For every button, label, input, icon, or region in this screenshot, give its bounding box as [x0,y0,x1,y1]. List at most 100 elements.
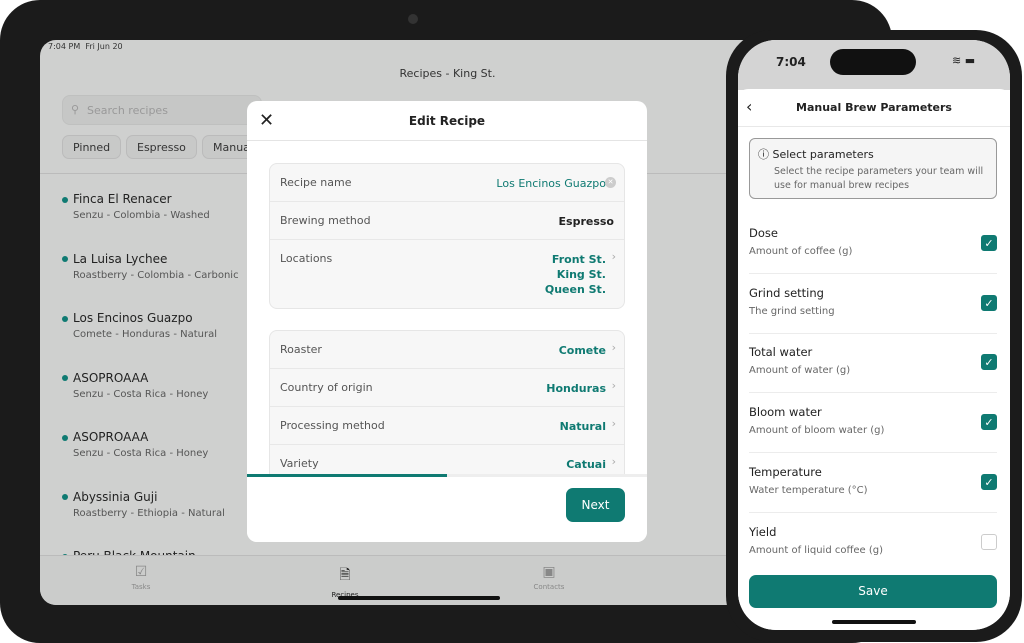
recipe-list-item[interactable]: Abyssinia Guji Roastberry - Ethiopia - Na… [62,490,225,519]
checkbox[interactable]: ✓ [981,235,997,251]
chevron-right-icon: › [611,250,616,263]
checklist-icon: ☑ [134,564,148,580]
contact-card-icon: ▣ [542,564,556,580]
back-chevron-icon[interactable]: ‹ [746,97,753,116]
row-value: Honduras [546,382,606,395]
progress-bar [247,474,447,477]
row-value: Comete [558,344,606,357]
filter-chip-pinned[interactable]: Pinned [62,135,122,159]
parameter-desc: Amount of coffee (g) [749,246,853,257]
recipe-details: Senzu - Costa Rica - Honey [73,388,209,400]
checkbox[interactable]: ✓ [981,414,997,431]
tab-recipes[interactable]: 🗎 Recipes [305,564,385,599]
roaster-row[interactable]: Roaster Comete › [270,331,624,369]
next-button[interactable]: Next [566,488,625,522]
recipe-name: ASOPROAAA [73,370,149,385]
tab-label: Tasks [131,583,151,591]
checkbox[interactable]: ✓ [981,354,997,371]
row-value: Espresso [558,215,614,228]
divider [738,126,1010,127]
checkbox[interactable]: ✓ [981,473,997,490]
info-icon: ⓘ [758,148,769,161]
status-dot [62,256,68,262]
parameter-row[interactable]: Bloom water Amount of bloom water (g) ✓ [749,393,997,454]
row-label: Country of origin [280,381,373,394]
parameter-desc: Amount of water (g) [749,365,851,377]
status-time: 7:04 [776,55,806,69]
chevron-right-icon: › [611,417,616,430]
search-icon: ⚲ [71,103,80,116]
wifi-battery-icon: ≋ ▬ [952,54,976,67]
status-dot [62,196,68,203]
parameter-desc: The grind setting [749,305,835,317]
parameter-desc: Amount of bloom water (g) [749,425,885,437]
status-bar: 7:04 PM Fri Jun 20 [48,42,123,51]
checkbox[interactable]: ✓ [981,294,997,311]
recipe-name: Los Encinos Guazpo [73,311,193,325]
parameter-row[interactable]: Dose Amount of coffee (g) ✓ [749,214,997,274]
location: Queen St. [544,283,606,296]
row-label: Processing method [280,419,385,432]
status-dot [62,315,68,322]
parameter-row[interactable]: Temperature Water temperature (°C) ✓ [749,453,997,513]
document-icon: 🗎 [339,567,351,583]
parameter-desc: Water temperature (°C) [749,484,868,496]
save-button[interactable]: Save [749,575,997,608]
status-dot [62,434,68,441]
recipe-name: ASOPROAAA [73,430,149,444]
edit-recipe-modal: ✕ Edit Recipe Recipe name Los Encinos Gua… [247,101,647,542]
recipe-name: Abyssinia Guji [73,489,158,504]
modal-header: ✕ Edit Recipe [247,101,647,141]
parameter-name: Grind setting [749,285,824,300]
search-input[interactable]: ⚲ Search recipes [62,95,262,125]
parameter-row[interactable]: Total water Amount of water (g) ✓ [749,333,997,394]
row-label: Variety [280,457,319,470]
clear-icon[interactable]: ✕ [605,177,616,188]
sheet-title: Manual Brew Parameters [796,101,952,114]
processing-row[interactable]: Processing method Natural › [270,407,624,445]
recipe-name: La Luisa Lychee [73,251,168,266]
parameter-name: Total water [749,345,813,360]
parameter-name: Dose [749,226,778,240]
row-label: Recipe name [280,176,352,189]
recipe-name-row[interactable]: Recipe name Los Encinos Guazpo ✕ [270,164,624,202]
status-dot [62,375,68,381]
parameter-row[interactable]: Yield Amount of liquid coffee (g) [749,513,997,573]
recipe-list-item[interactable]: ASOPROAAA Senzu - Costa Rica - Honey [62,430,208,459]
info-text: Select the recipe parameters your team w… [774,166,984,191]
status-bar: 7:04 ≋ ▬ [738,40,1010,90]
parameter-desc: Amount of liquid coffee (g) [749,544,883,556]
coffee-details-group: Roaster Comete › Country of origin Honduras… [269,330,625,490]
parameter-name: Temperature [749,464,822,479]
status-time: 7:04 PM [48,42,81,51]
chevron-right-icon: › [611,455,616,468]
parameters-sheet: ‹ Manual Brew Parameters ⓘ Select parame… [738,89,1010,630]
parameter-row[interactable]: Grind setting The grind setting ✓ [749,274,997,334]
recipe-list-item[interactable]: ASOPROAAA Senzu - Costa Rica - Honey [62,371,208,400]
search-placeholder: Search recipes [87,104,168,117]
recipe-details: Roastberry - Ethiopia - Natural [73,507,225,519]
recipe-details: Comete - Honduras - Natural [73,329,217,340]
filter-chip-espresso[interactable]: Espresso [126,135,197,159]
status-date: Fri Jun 20 [85,42,123,51]
row-label: Locations [280,252,333,265]
recipe-list-item[interactable]: La Luisa Lychee Roastberry - Colombia - C… [62,252,239,281]
recipe-details: Senzu - Costa Rica - Honey [73,448,209,459]
tab-contacts[interactable]: ▣ Contacts [509,564,589,591]
recipe-name-input[interactable]: Los Encinos Guazpo [496,177,606,190]
tab-tasks[interactable]: ☑ Tasks [101,564,181,591]
row-label: Brewing method [280,214,371,227]
locations-value: Front St. King St. Queen St. [545,252,606,297]
country-row[interactable]: Country of origin Honduras › [270,369,624,407]
recipe-details: Roastberry - Colombia - Carbonic [73,269,239,281]
modal-title: Edit Recipe [408,114,486,128]
parameter-name: Bloom water [749,405,822,420]
close-icon[interactable]: ✕ [259,110,275,131]
checkbox[interactable] [981,533,997,550]
page-title: Recipes - King St. [399,67,496,80]
locations-row[interactable]: Locations Front St. King St. Queen St. › [270,240,624,308]
variety-row[interactable]: Variety Catuai › [270,445,624,483]
recipe-list-item[interactable]: Los Encinos Guazpo Comete - Honduras - Na… [62,311,217,340]
recipe-name: Finca El Renacer [73,192,172,206]
recipe-list-item[interactable]: Finca El Renacer Senzu - Colombia - Washe… [62,192,210,221]
